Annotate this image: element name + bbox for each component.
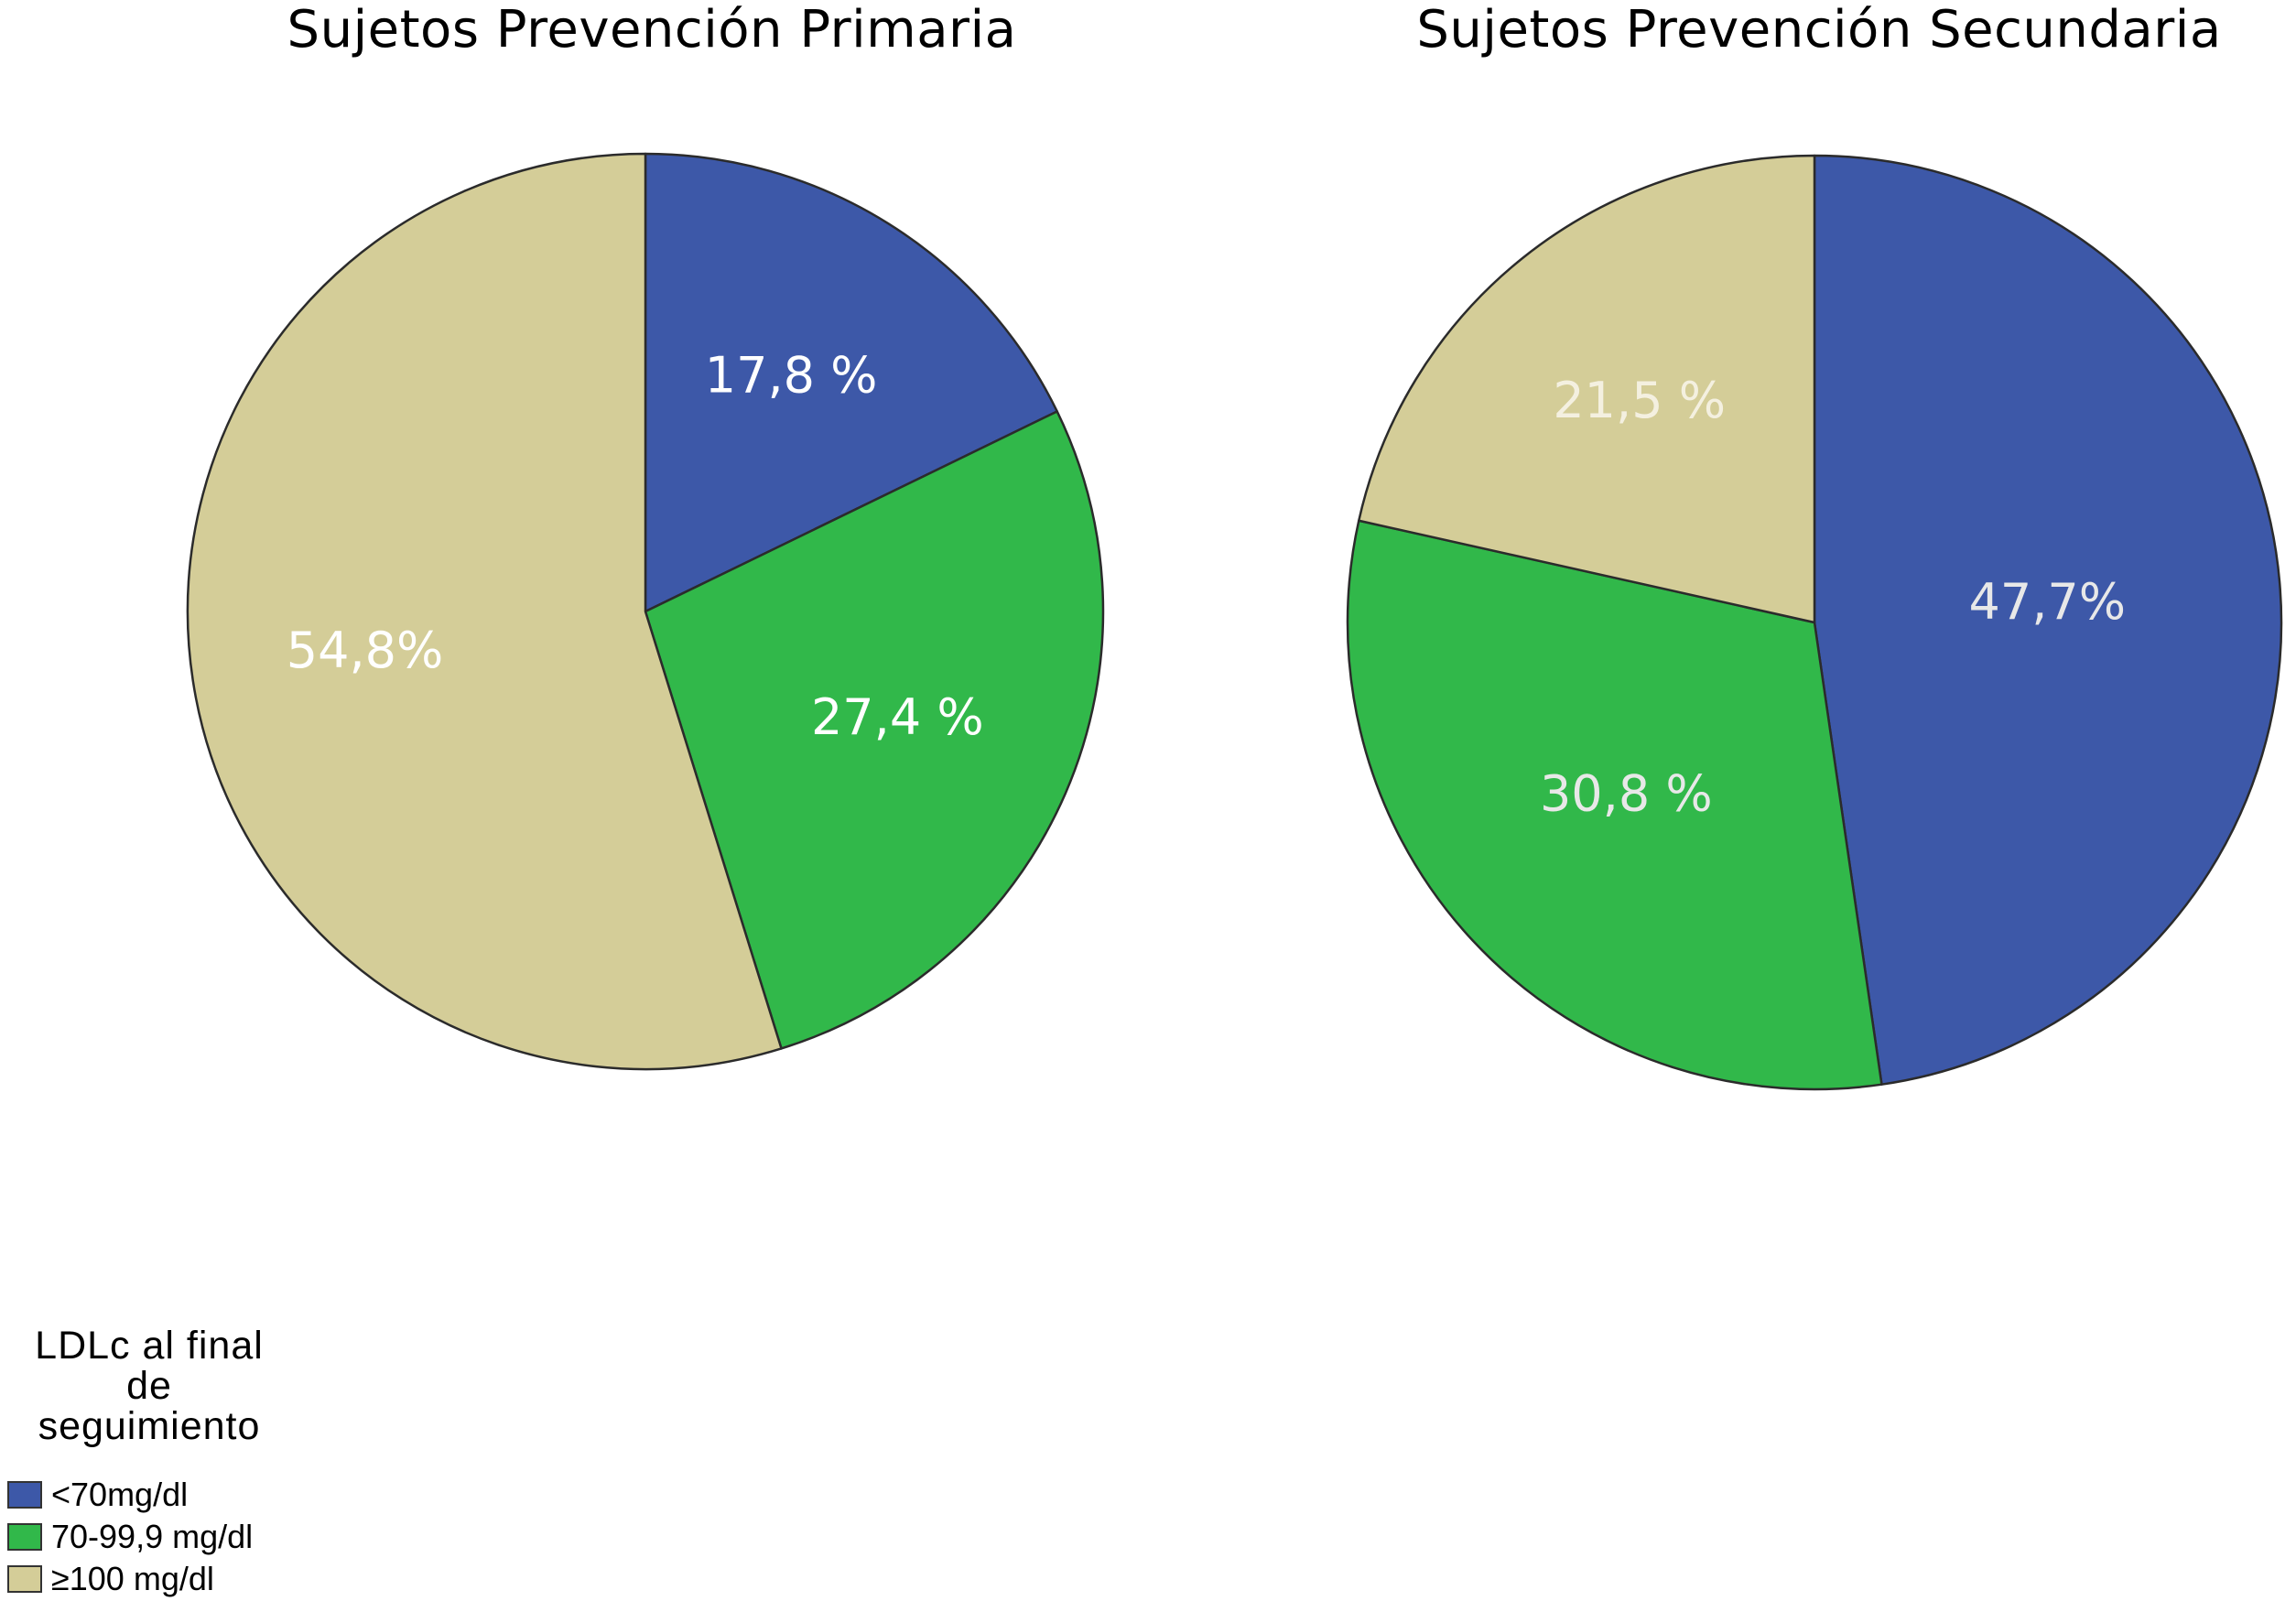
pie-slice-secondary-lt70 bbox=[1813, 154, 2283, 1086]
pie-slice-secondary-70-99 bbox=[1346, 519, 1883, 1091]
pie-slice-secondary-gte100 bbox=[1358, 154, 1816, 624]
pie-label-secondary-70-99: 30,8 % bbox=[1540, 764, 1713, 822]
pie-label-primary-gte100: 54,8% bbox=[287, 622, 444, 679]
legend-swatch-lt70 bbox=[7, 1481, 42, 1509]
pie-slice-primary-70-99 bbox=[644, 410, 1105, 1050]
legend-title-line-1: LDLc al final bbox=[35, 1324, 264, 1368]
pie-slice-primary-gte100 bbox=[186, 152, 783, 1071]
legend-title-line-3: seguimiento bbox=[38, 1404, 261, 1448]
legend-label-lt70: <70mg/dl bbox=[51, 1476, 189, 1513]
legend-label-gte100: ≥100 mg/dl bbox=[51, 1560, 214, 1597]
chart-title-primary: Sujetos Prevención Primaria bbox=[287, 0, 1017, 59]
legend-swatch-gte100 bbox=[7, 1565, 42, 1593]
legend-swatch-70-99 bbox=[7, 1523, 42, 1551]
pie-label-secondary-lt70: 47,7% bbox=[1969, 573, 2127, 631]
pie-label-primary-70-99: 27,4 % bbox=[811, 688, 984, 746]
legend-item-gte100: ≥100 mg/dl bbox=[7, 1558, 291, 1600]
legend: LDLc al final de seguimiento <70mg/dl 70… bbox=[7, 1325, 291, 1600]
pie-label-primary-lt70: 17,8 % bbox=[705, 346, 878, 404]
legend-item-lt70: <70mg/dl bbox=[7, 1474, 291, 1516]
pie-chart-secondary: 47,7% 30,8 % 21,5 % bbox=[1346, 154, 2283, 1091]
legend-title: LDLc al final de seguimiento bbox=[7, 1325, 291, 1446]
legend-title-line-2: de bbox=[126, 1364, 172, 1408]
legend-label-70-99: 70-99,9 mg/dl bbox=[51, 1518, 254, 1555]
pie-chart-primary: 17,8 % 27,4 % 54,8% bbox=[186, 152, 1105, 1071]
legend-item-70-99: 70-99,9 mg/dl bbox=[7, 1516, 291, 1558]
chart-title-secondary: Sujetos Prevención Secundaria bbox=[1416, 0, 2222, 59]
pie-slice-primary-lt70 bbox=[644, 152, 1058, 613]
pie-label-secondary-gte100: 21,5 % bbox=[1553, 372, 1726, 429]
